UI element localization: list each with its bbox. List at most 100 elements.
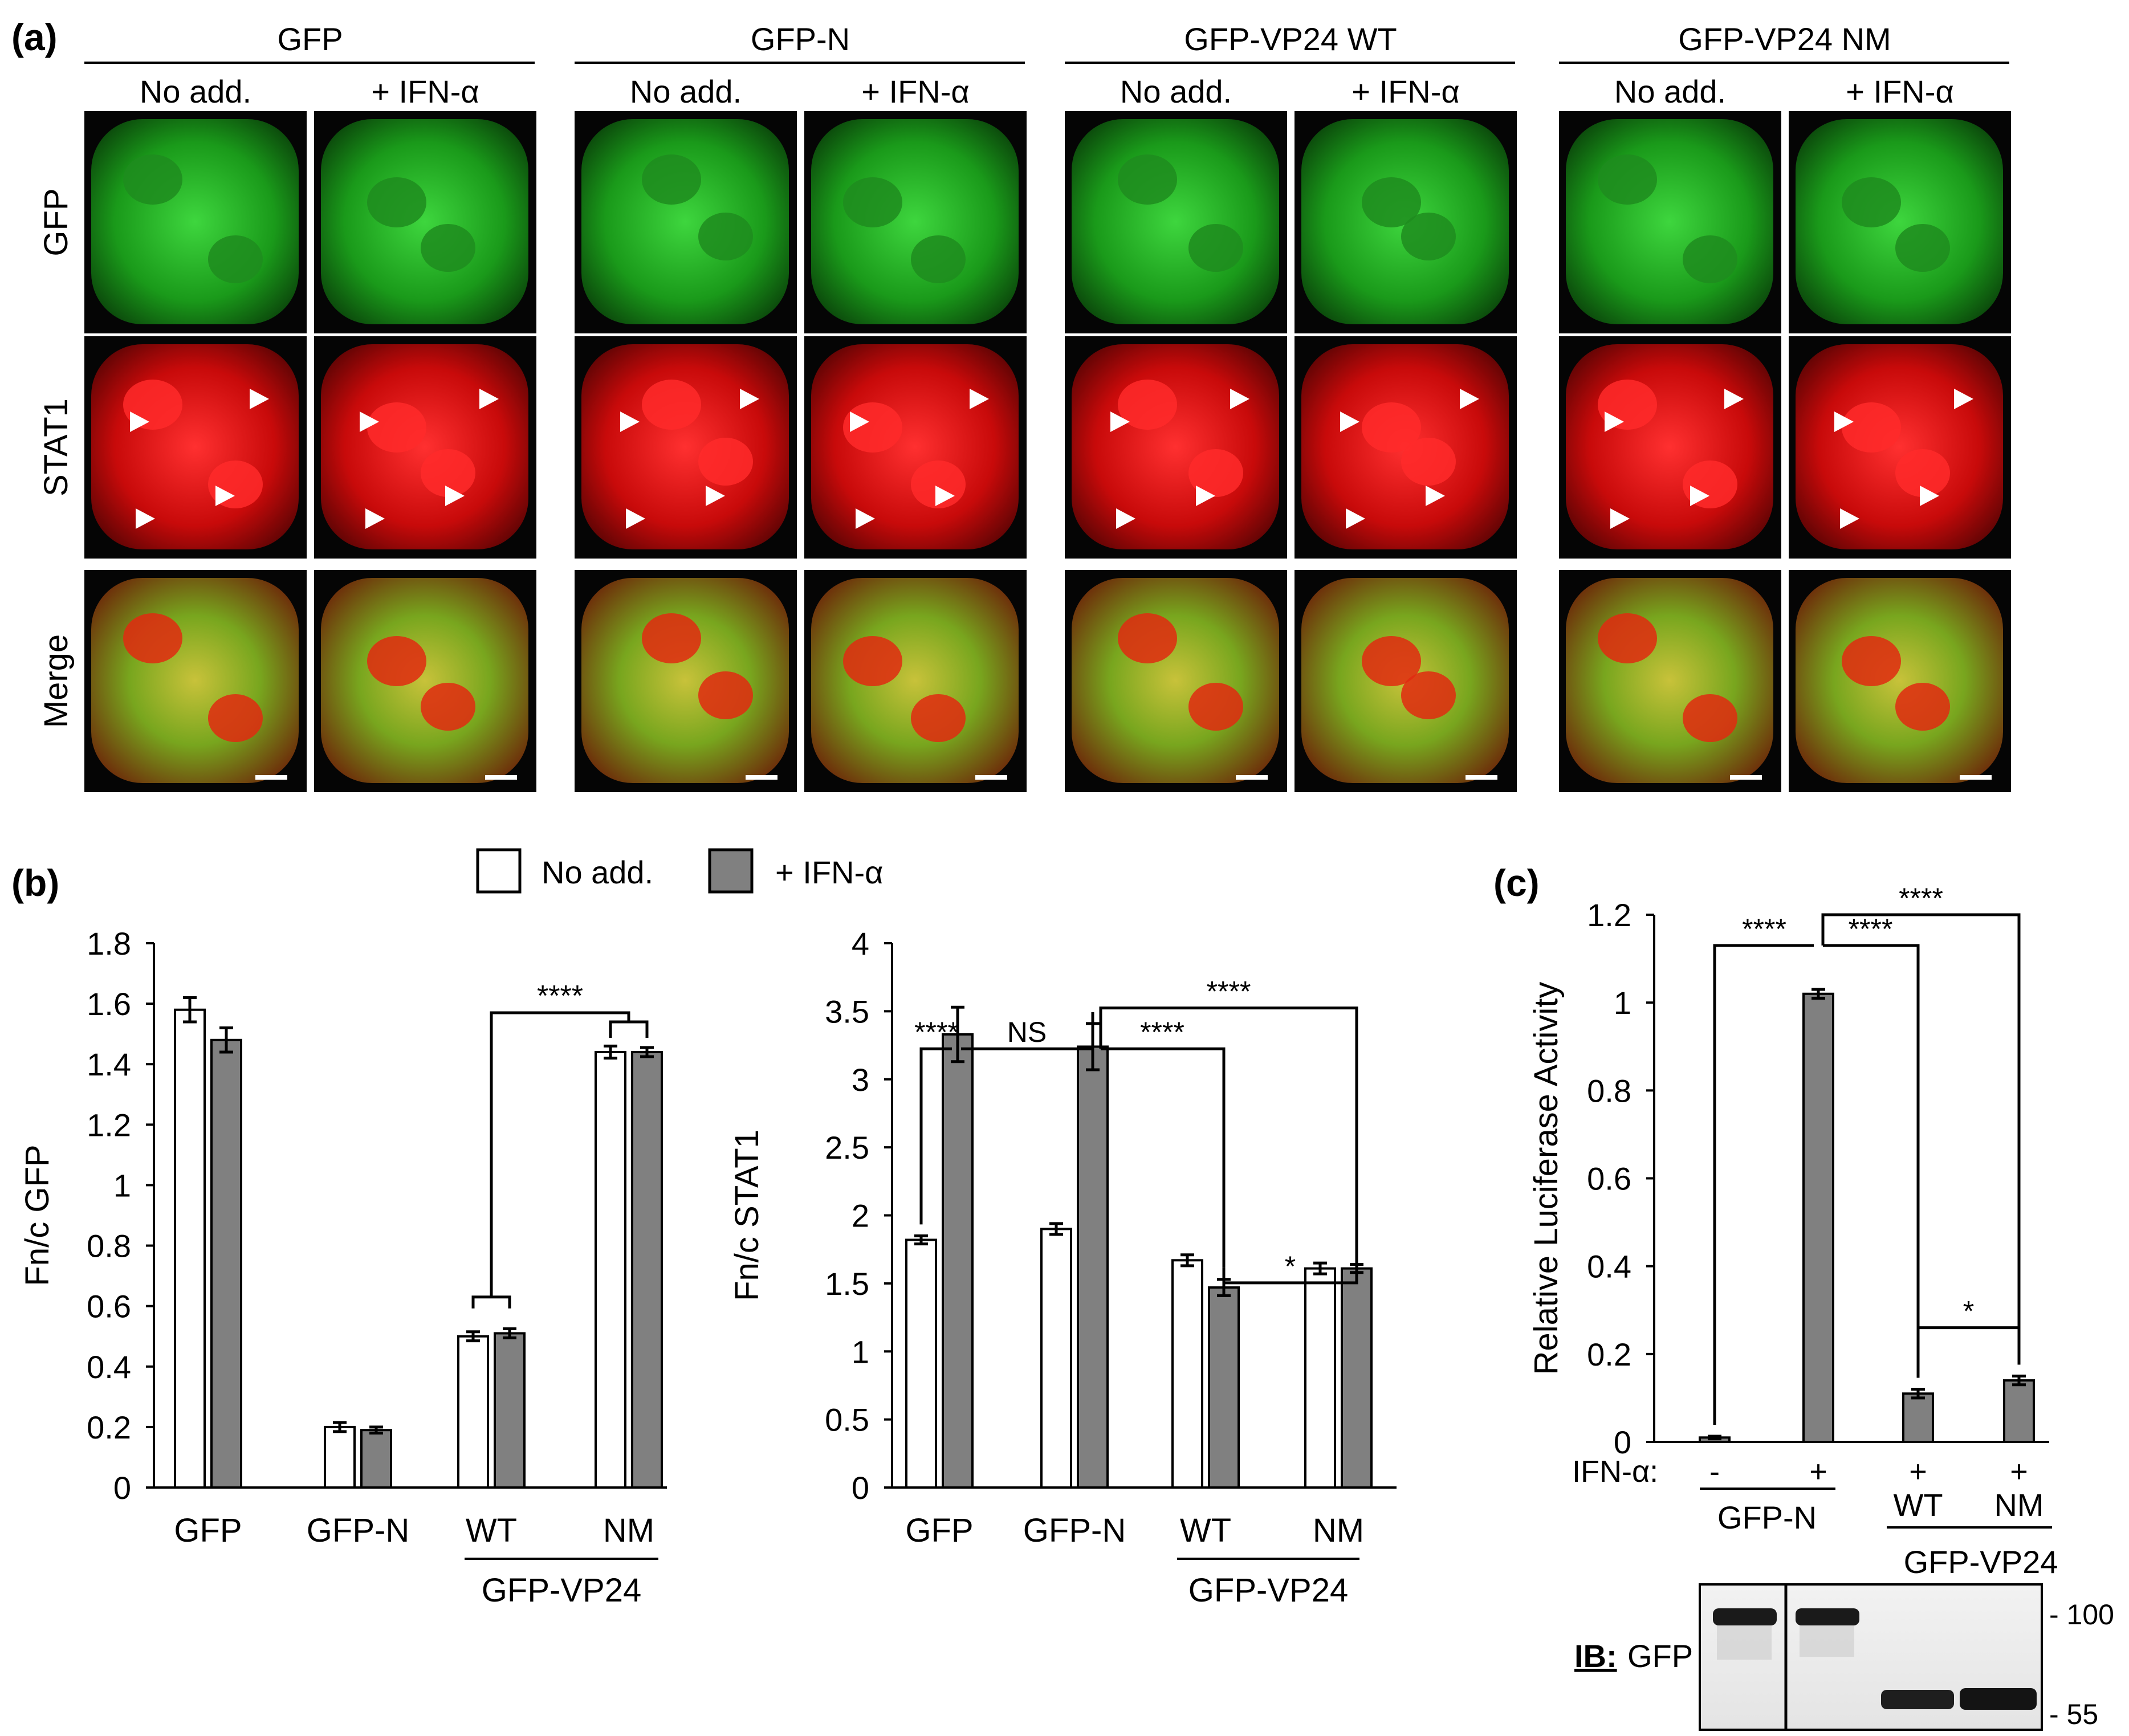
micrograph-merge-8: [1789, 570, 2011, 792]
nucleus: [698, 438, 753, 486]
arrowhead-marker: [1116, 508, 1135, 529]
nucleus: [1895, 449, 1950, 497]
legend-label-no-add: No add.: [542, 854, 653, 890]
y-tick-label: 2.5: [825, 1130, 869, 1166]
arrowhead-marker: [1834, 411, 1854, 432]
y-tick-label: 3: [852, 1062, 869, 1098]
vp24-group-label: GFP-VP24: [1904, 1544, 2058, 1580]
nucleus: [1362, 177, 1421, 227]
micrograph-stat1-2: [314, 336, 536, 559]
nucleus: [1188, 224, 1243, 272]
ifn-sign-1: -: [1709, 1454, 1720, 1489]
condition-label-2-2: + IFN-α: [861, 74, 970, 109]
cell-cluster: [321, 119, 528, 324]
panel-a-label: (a): [11, 16, 58, 58]
significance-line: [961, 1012, 1094, 1050]
significance-label: *: [1285, 1250, 1296, 1282]
micrograph-gfp-1: [84, 111, 307, 333]
ifn-sign-3: +: [1909, 1454, 1927, 1489]
nucleus: [1401, 438, 1456, 486]
x-category-label: GFP: [174, 1512, 242, 1549]
micrograph-gfp-6: [1295, 111, 1517, 333]
significance-bracket: ****: [914, 1016, 959, 1225]
x-category-label: GFP-N: [307, 1512, 409, 1549]
x-category-label: NM: [603, 1512, 654, 1549]
cell-cluster: [811, 344, 1019, 549]
micrograph-gfp-3: [575, 111, 797, 333]
micrograph-merge-6: [1295, 570, 1517, 792]
cell-cluster: [91, 344, 299, 549]
nucleus: [843, 177, 902, 227]
c-sub-label-wt: WT: [1893, 1487, 1943, 1523]
pair-bracket-wt: [471, 1295, 511, 1309]
significance-label: ****: [1742, 913, 1786, 945]
y-tick-label: 1: [852, 1334, 869, 1370]
nucleus: [1362, 402, 1421, 453]
y-tick-label: 1: [1614, 985, 1631, 1021]
arrowhead-marker: [445, 486, 465, 506]
legend-swatch-no-add: [476, 848, 522, 894]
micrograph-stat1-6: [1295, 336, 1517, 559]
significance-label: ****: [537, 980, 583, 1013]
nucleus: [698, 213, 753, 260]
y-tick-label: 1: [113, 1167, 131, 1203]
arrowhead-marker: [1196, 486, 1215, 506]
arrowhead-marker: [850, 411, 869, 432]
arrowhead-marker: [215, 486, 235, 506]
group-title-2: GFP-N: [751, 21, 850, 57]
bar: [1171, 1259, 1203, 1489]
y-tick-label: 0.6: [1587, 1161, 1631, 1197]
condition-label-1-2: + IFN-α: [371, 74, 479, 109]
pair-bracket-nm: [609, 1020, 649, 1038]
nucleus: [843, 402, 902, 453]
cell-cluster: [1072, 578, 1279, 783]
arrowhead-marker: [360, 411, 379, 432]
micrograph-stat1-1: [84, 336, 307, 559]
y-tick-label: 1.4: [87, 1046, 131, 1082]
x-category-label: GFP: [905, 1512, 973, 1549]
arrowhead-marker: [365, 508, 385, 529]
bar: [1304, 1267, 1336, 1489]
significance-bracket: ****: [1101, 1016, 1226, 1268]
condition-label-1-1: No add.: [140, 74, 251, 109]
nucleus: [1598, 154, 1657, 205]
cell-cluster: [811, 578, 1019, 783]
luciferase-chart: 0 0.2 0.4 0.6 0.8 1 1.2 Relative Luciferase Act…: [1528, 882, 2049, 1460]
micrograph-gfp-4: [804, 111, 1027, 333]
cell-cluster: [581, 578, 789, 783]
significance-bracket: ****: [1821, 882, 2021, 1365]
bar: [595, 1051, 626, 1489]
condition-label-2-1: No add.: [630, 74, 742, 109]
arrowhead-marker: [1346, 508, 1365, 529]
nucleus: [642, 613, 701, 663]
micrograph-gfp-7: [1559, 111, 1781, 333]
blot-smear-2: [1800, 1625, 1854, 1657]
x-category-label: NM: [1313, 1512, 1364, 1549]
condition-label-4-2: + IFN-α: [1846, 74, 1954, 109]
group-title-4: GFP-VP24 NM: [1678, 21, 1891, 57]
y-tick-label: 0.2: [1587, 1336, 1631, 1372]
cell-cluster: [1566, 578, 1773, 783]
bar: [324, 1425, 356, 1489]
cell-cluster: [1796, 578, 2003, 783]
cell-cluster: [1796, 344, 2003, 549]
y-tick-label: 1.2: [87, 1107, 131, 1143]
nucleus: [367, 177, 426, 227]
cell-cluster: [321, 344, 528, 549]
blot-marker-55: - 55: [2049, 1698, 2098, 1730]
y-tick-label: 0: [113, 1470, 131, 1506]
micrograph-stat1-7: [1559, 336, 1781, 559]
nucleus: [911, 235, 966, 283]
x-category-label: WT: [1180, 1512, 1231, 1549]
y-axis-label: Relative Luciferase Activity: [1528, 982, 1565, 1375]
ifn-sign-4: +: [2010, 1454, 2028, 1489]
significance-label: ****: [1207, 976, 1251, 1008]
panel-c-ifn-row: IFN-α: - + + + GFP-N WT NM GFP-VP24: [1572, 1454, 2058, 1580]
cell-cluster: [581, 344, 789, 549]
arrowhead-marker: [1426, 486, 1445, 506]
nucleus: [843, 636, 902, 686]
significance-line: [1713, 944, 1814, 1425]
arrowhead-marker: [706, 486, 725, 506]
nucleus: [1188, 683, 1243, 731]
